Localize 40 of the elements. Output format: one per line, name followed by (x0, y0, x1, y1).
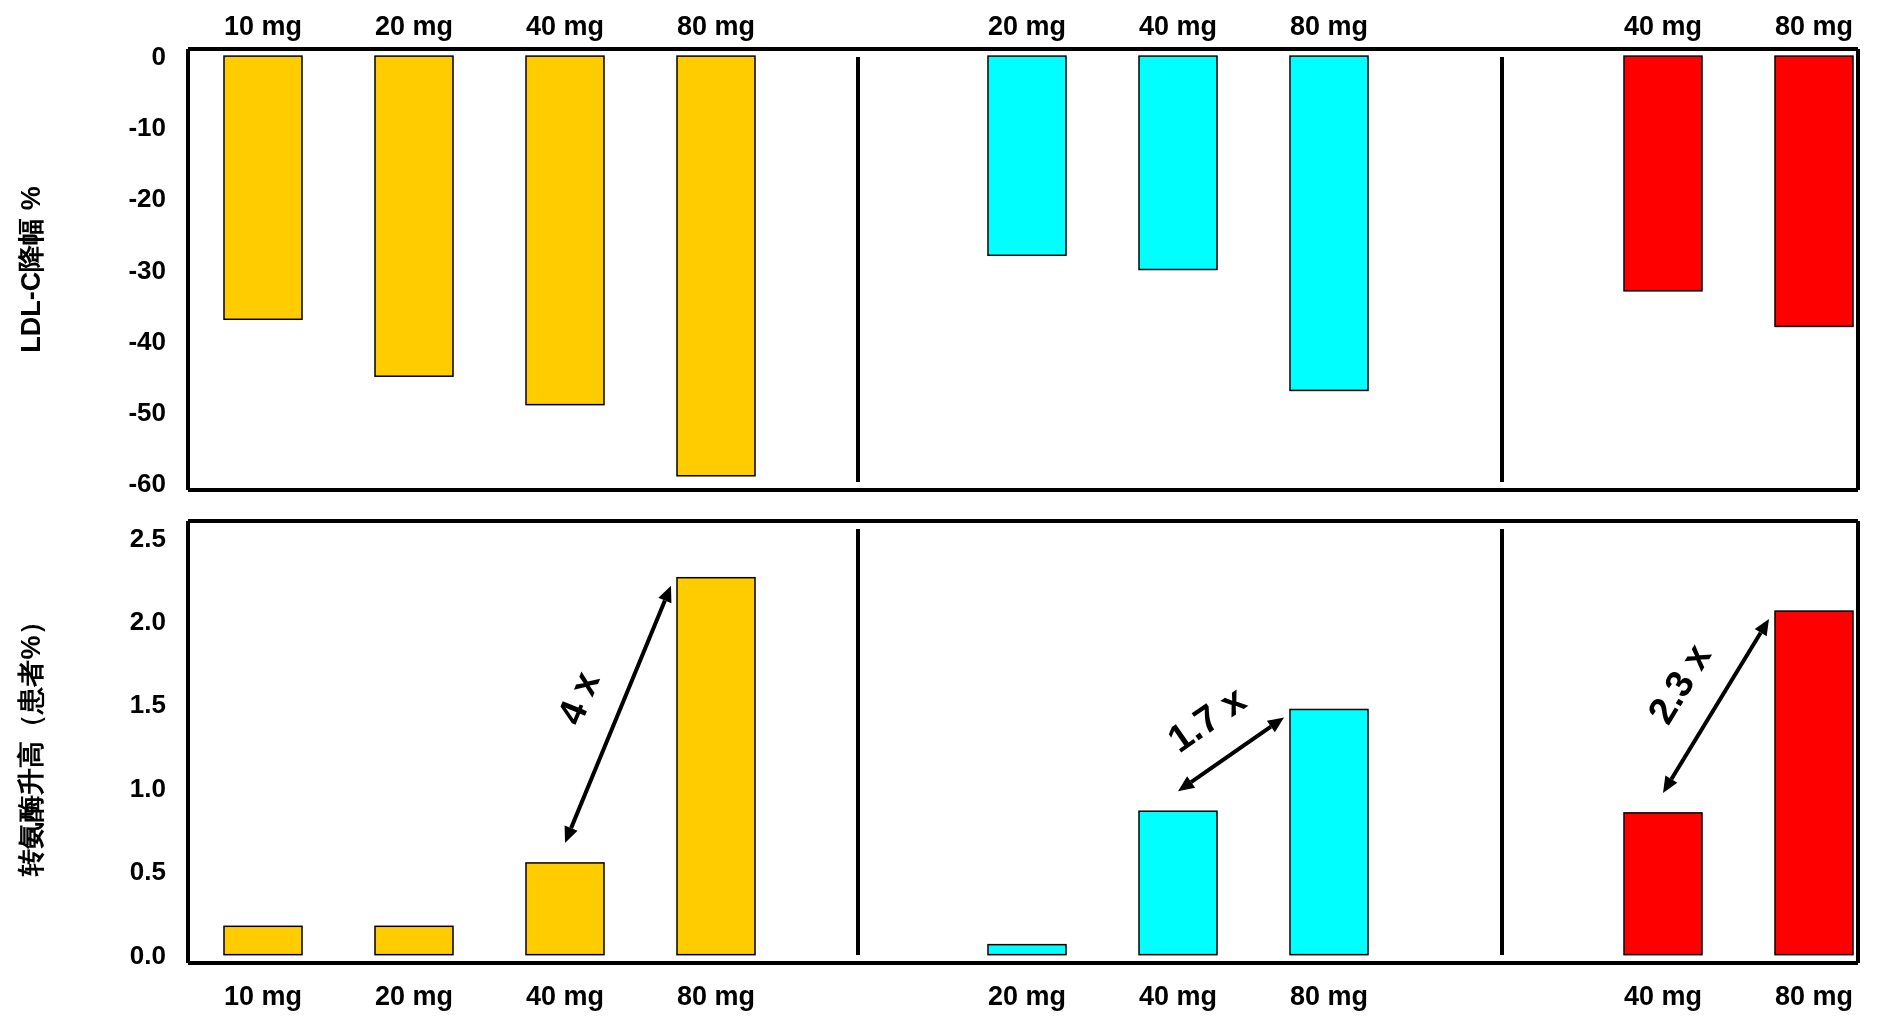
x-tick-label: 10 mg (223, 981, 303, 1011)
y-tick-label: 0 (151, 41, 166, 72)
bar (525, 862, 605, 956)
annotation: 4 x (548, 665, 608, 731)
y-tick-label: -20 (128, 183, 166, 214)
x-tick-label: 40 mg (525, 11, 605, 41)
y-tick-label: 0.0 (129, 939, 166, 970)
bar (676, 576, 756, 956)
y-tick-label: -60 (128, 467, 166, 498)
annotation: 2.3 x (1639, 636, 1720, 731)
x-tick-label: 40 mg (1138, 981, 1218, 1011)
y-tick-label: 2.5 (129, 522, 166, 553)
y-tick-label: 1.0 (129, 772, 166, 803)
x-tick-label: 80 mg (676, 11, 756, 41)
x-tick-label: 80 mg (1289, 981, 1369, 1011)
x-tick-label: 40 mg (1623, 11, 1703, 41)
y-tick-label: -30 (128, 254, 166, 285)
x-tick-label: 40 mg (1623, 981, 1703, 1011)
x-tick-label: 20 mg (374, 11, 454, 41)
bar (223, 925, 303, 956)
x-tick-label: 20 mg (987, 981, 1067, 1011)
y-tick-label: 1.5 (129, 689, 166, 720)
x-tick-label: 80 mg (1774, 11, 1854, 41)
y-tick-label: 2.0 (129, 606, 166, 637)
y-tick-label: -10 (128, 112, 166, 143)
y-tick-label: 0.5 (129, 856, 166, 887)
x-tick-label: 20 mg (374, 981, 454, 1011)
y-axis-title: 转氨酶升高（患者%） (16, 608, 46, 877)
annotation: 1.7 x (1159, 677, 1254, 761)
x-tick-label: 40 mg (525, 981, 605, 1011)
y-axis-title: LDL-C降幅 % (16, 186, 46, 353)
y-tick-label: -40 (128, 325, 166, 356)
bar (374, 925, 454, 956)
x-tick-label: 80 mg (1289, 11, 1369, 41)
y-tick-label: -50 (128, 396, 166, 427)
x-tick-label: 80 mg (1774, 981, 1854, 1011)
x-tick-label: 40 mg (1138, 11, 1218, 41)
x-tick-label: 20 mg (987, 11, 1067, 41)
x-tick-label: 80 mg (676, 981, 756, 1011)
x-tick-label: 10 mg (223, 11, 303, 41)
